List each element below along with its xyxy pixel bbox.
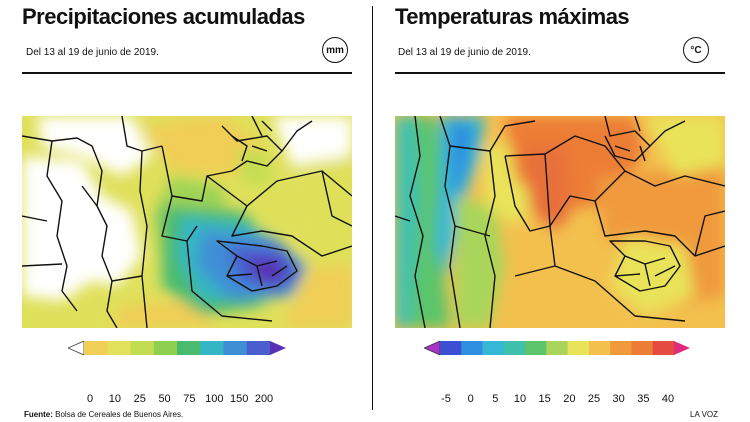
temperature-legend-labels: -5 0 5 10 15 20 25 30 35 40 <box>424 393 690 405</box>
precipitation-legend-labels: 0 10 25 50 75 100 150 200 <box>68 393 286 405</box>
temperature-legend-arrow-right <box>674 341 690 355</box>
temperature-unit-badge: °C <box>683 37 709 63</box>
precipitation-panel: Precipitaciones acumuladas Del 13 al 19 … <box>0 0 370 422</box>
precipitation-legend-tick-label: 0 <box>86 393 94 405</box>
temperature-header-rule <box>395 72 725 74</box>
temperature-legend-tick-label: 15 <box>538 393 551 405</box>
temperature-legend-swatch <box>631 341 654 355</box>
temperature-map <box>395 116 725 328</box>
temperature-panel: Temperaturas máximas Del 13 al 19 de jun… <box>380 0 750 422</box>
temperature-legend-tick-label: 20 <box>563 393 576 405</box>
precipitation-legend-tick-label: 10 <box>108 393 121 405</box>
precipitation-legend-tick-label: 150 <box>229 393 249 405</box>
precipitation-legend-tick-label: 200 <box>254 393 274 405</box>
temperature-legend-swatch <box>482 341 505 355</box>
temperature-legend-tick-label: 30 <box>612 393 625 405</box>
temperature-legend-swatch <box>546 341 569 355</box>
precipitation-legend-swatch <box>153 341 178 355</box>
precipitation-legend-swatch <box>200 341 224 355</box>
precipitation-legend-arrow-right <box>270 341 286 355</box>
brand-label: LA VOZ <box>690 410 719 419</box>
precipitation-legend-swatch <box>130 341 155 355</box>
temperature-legend-swatch <box>525 341 547 355</box>
precipitation-title: Precipitaciones acumuladas <box>22 4 305 29</box>
source-label: Fuente: <box>24 410 53 419</box>
precipitation-map-graphic <box>22 116 352 328</box>
precipitation-legend-tick-label: 25 <box>133 393 146 405</box>
temperature-legend-tick-label: 25 <box>587 393 601 405</box>
temperature-legend-swatch <box>588 341 611 355</box>
temperature-legend-swatch <box>610 341 632 355</box>
precipitation-legend-arrow-left <box>68 341 85 355</box>
temperature-legend-tick-label: 35 <box>637 393 650 405</box>
precipitation-legend-swatch <box>107 341 131 355</box>
precipitation-subtitle: Del 13 al 19 de junio de 2019. <box>26 47 159 58</box>
source-text: Bolsa de Cereales de Buenos Aires. <box>55 410 184 419</box>
temperature-legend-bar <box>424 341 690 355</box>
temperature-legend-tick-label: 40 <box>661 393 675 405</box>
precipitation-legend-tick-label: 50 <box>158 393 171 405</box>
precipitation-map <box>22 116 352 328</box>
temperature-legend-tick-label: 5 <box>492 393 499 405</box>
temperature-legend-swatch <box>567 341 590 355</box>
precipitation-header-rule <box>22 72 352 74</box>
precipitation-legend-swatch <box>84 341 108 355</box>
temperature-legend-swatch <box>440 341 462 355</box>
precipitation-legend-tick-label: 75 <box>183 393 196 405</box>
temperature-legend-swatch <box>652 341 675 355</box>
precipitation-unit-badge: mm <box>322 37 348 63</box>
temperature-subtitle: Del 13 al 19 de junio de 2019. <box>398 47 531 58</box>
precipitation-legend-bar <box>68 341 286 355</box>
precipitation-legend-tick-label: 100 <box>205 393 224 405</box>
precipitation-legend-swatch <box>246 341 271 355</box>
temperature-legend-swatch <box>503 341 526 355</box>
temperature-legend-swatch <box>461 341 483 355</box>
temperature-map-graphic <box>395 116 725 328</box>
precipitation-legend-swatch <box>223 341 248 355</box>
temperature-legend-tick-label: 10 <box>513 393 527 405</box>
temperature-legend-tick-label: 0 <box>467 393 474 405</box>
temperature-legend-arrow-left <box>424 341 441 355</box>
precipitation-legend-swatch <box>177 341 201 355</box>
temperature-title: Temperaturas máximas <box>395 4 630 29</box>
source-footnote: Fuente: Bolsa de Cereales de Buenos Aire… <box>24 410 183 419</box>
temperature-legend-tick-label: -5 <box>441 393 451 405</box>
panel-divider <box>372 6 374 410</box>
